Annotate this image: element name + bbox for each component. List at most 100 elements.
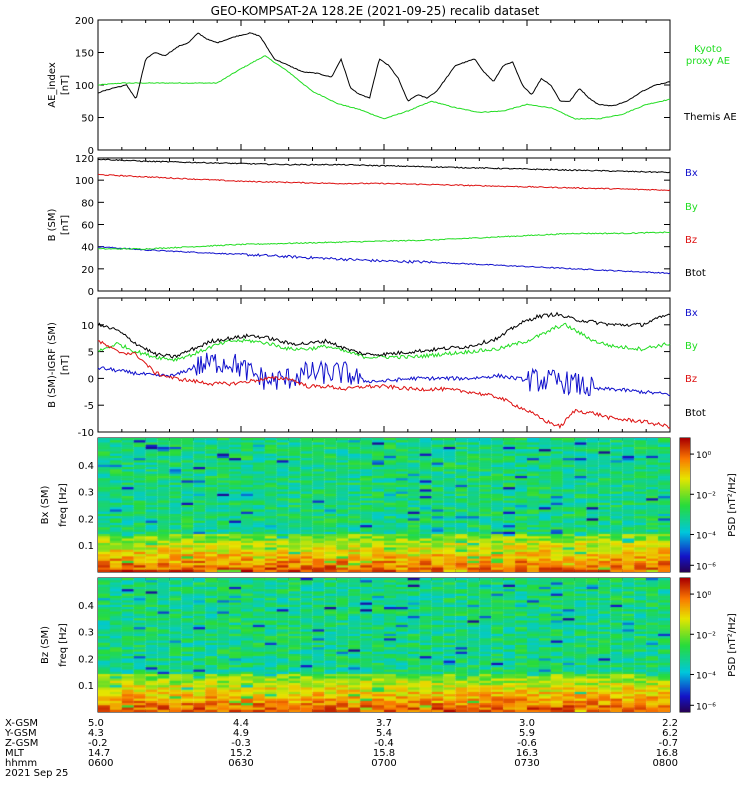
y-tick-label: 200 — [75, 16, 94, 27]
y-tick-label: 0.3 — [78, 628, 94, 639]
legend-kyoto-line2: proxy AE — [686, 56, 730, 67]
y-tick-label: 100 — [75, 81, 94, 92]
x-tick-value: 3.0 — [519, 718, 535, 729]
b-yunit: [nT] — [60, 215, 71, 235]
series-line-db-btot — [97, 311, 671, 359]
legend-db-bx: Bx — [685, 308, 698, 319]
x-tick-value: 6.2 — [662, 728, 678, 739]
db-sm-igrf-panel: -10 -5 0 5 10 B (SM)-IGRF (SM) [nT] Bx By Bz… — [47, 297, 706, 439]
x-tick-value: 16.3 — [516, 748, 538, 759]
colorbar-tick-label: 10⁰ — [696, 451, 711, 461]
y-tick-label: 150 — [75, 49, 94, 60]
ae-ylabel: AE_index — [47, 62, 58, 108]
x-row-label: Z-GSM — [5, 738, 38, 749]
y-tick-label: 100 — [75, 176, 94, 187]
y-tick-label: -10 — [78, 428, 94, 439]
db-yunit: [nT] — [60, 355, 71, 375]
ae-yunit: [nT] — [60, 75, 71, 95]
series-line-b-by — [97, 231, 671, 250]
colorbar-tick-label: 10⁻² — [696, 491, 716, 501]
x-tick-value: 3.7 — [376, 718, 392, 729]
db-panel-frame — [97, 297, 671, 433]
y-tick-label: 0 — [88, 374, 94, 385]
colorbar-tick-label: 10⁻² — [696, 631, 716, 641]
series-line-db-bx — [97, 352, 671, 397]
bx-spectrogram — [98, 438, 670, 572]
y-tick-label: 0.3 — [78, 488, 94, 499]
y-tick-label: 0.1 — [78, 541, 94, 552]
x-tick-value: -0.7 — [658, 738, 678, 749]
ae-index-panel: 0 50 100 150 200 AE_index [nT] Kyoto proxy A… — [47, 16, 737, 157]
x-row-label: MLT — [5, 748, 25, 759]
y-tick-label: 60 — [81, 221, 94, 232]
y-tick-label: 50 — [81, 114, 94, 125]
y-tick-label: 10 — [81, 321, 94, 332]
date-label: 2021 Sep 25 — [5, 768, 68, 779]
x-tick-value: 15.8 — [373, 748, 395, 759]
x-tick-value: 14.7 — [88, 748, 110, 759]
x-tick-value: 15.2 — [230, 748, 252, 759]
legend-b-bz: Bz — [685, 235, 697, 246]
x-tick-value: 4.3 — [88, 728, 104, 739]
x-tick-value: 0630 — [228, 758, 253, 769]
x-tick-value: 0730 — [514, 758, 539, 769]
y-tick-label: 0 — [88, 287, 94, 298]
bx-colorbar-label: PSD [nT²/Hz] — [727, 473, 738, 537]
colorbar-tick-label: 10⁻⁶ — [696, 702, 716, 712]
legend-kyoto-line1: Kyoto — [694, 44, 722, 55]
y-tick-label: 0.1 — [78, 681, 94, 692]
x-tick-value: -0.3 — [231, 738, 251, 749]
x-tick-value: 0700 — [371, 758, 396, 769]
bx-colorbar — [680, 438, 690, 572]
y-tick-label: 0.4 — [78, 461, 94, 472]
y-tick-label: 0 — [88, 146, 94, 157]
b-ylabel: B (SM) — [47, 208, 58, 241]
x-tick-value: -0.4 — [374, 738, 394, 749]
x-tick-value: 4.9 — [233, 728, 249, 739]
x-tick-value: 5.0 — [88, 718, 104, 729]
db-ylabel: B (SM)-IGRF (SM) — [47, 322, 58, 408]
bz-spectrogram-panel: 0.1 0.2 0.3 0.4 Bz (SM) freq [Hz] 10⁰ 10⁻² 10… — [40, 577, 738, 713]
x-tick-value: 5.4 — [376, 728, 392, 739]
x-tick-value: 16.8 — [656, 748, 678, 759]
legend-b-by: By — [685, 202, 698, 213]
legend-b-btot: Btot — [685, 268, 706, 279]
y-tick-label: -5 — [84, 401, 94, 412]
y-tick-label: 20 — [81, 265, 94, 276]
legend-themis: Themis AE — [683, 112, 737, 123]
legend-db-btot: Btot — [685, 408, 706, 419]
y-tick-label: 40 — [81, 243, 94, 254]
series-line-b-bx — [97, 245, 671, 275]
legend-db-bz: Bz — [685, 374, 697, 385]
series-line-ae-themis-ae — [97, 32, 671, 107]
x-tick-value: 5.9 — [519, 728, 535, 739]
b-sm-panel: 0 20 40 60 80 100 120 B (SM) [nT] Bx By Bz Bto… — [47, 154, 706, 298]
x-row-label: Y-GSM — [4, 728, 37, 739]
bz-colorbar — [680, 578, 690, 712]
x-tick-value: 2.2 — [662, 718, 678, 729]
series-line-db-bz — [97, 340, 671, 430]
series-line-db-by — [97, 322, 671, 362]
x-tick-value: -0.2 — [88, 738, 108, 749]
x-tick-value: 0800 — [653, 758, 678, 769]
x-tick-value: 0600 — [88, 758, 113, 769]
series-line-ae-kyoto-proxy-ae — [97, 55, 671, 120]
y-tick-label: 0.2 — [78, 654, 94, 665]
figure-title: GEO-KOMPSAT-2A 128.2E (2021-09-25) recal… — [211, 4, 540, 18]
bz-spectrogram — [98, 578, 670, 712]
bx-spec-yunit: freq [Hz] — [58, 483, 69, 527]
series-line-b-btot — [98, 158, 671, 174]
legend-db-by: By — [685, 341, 698, 352]
x-tick-value: 4.4 — [233, 718, 249, 729]
bx-spec-ylabel: Bx (SM) — [40, 486, 51, 525]
y-tick-label: 120 — [75, 154, 94, 165]
series-line-b-bz — [97, 173, 671, 192]
ae-panel-frame — [97, 19, 671, 151]
colorbar-tick-label: 10⁻⁶ — [696, 562, 716, 572]
legend-b-bx: Bx — [685, 168, 698, 179]
x-row-label: hhmm — [5, 758, 37, 769]
bz-colorbar-label: PSD [nT²/Hz] — [727, 613, 738, 677]
y-tick-label: 0.2 — [78, 514, 94, 525]
